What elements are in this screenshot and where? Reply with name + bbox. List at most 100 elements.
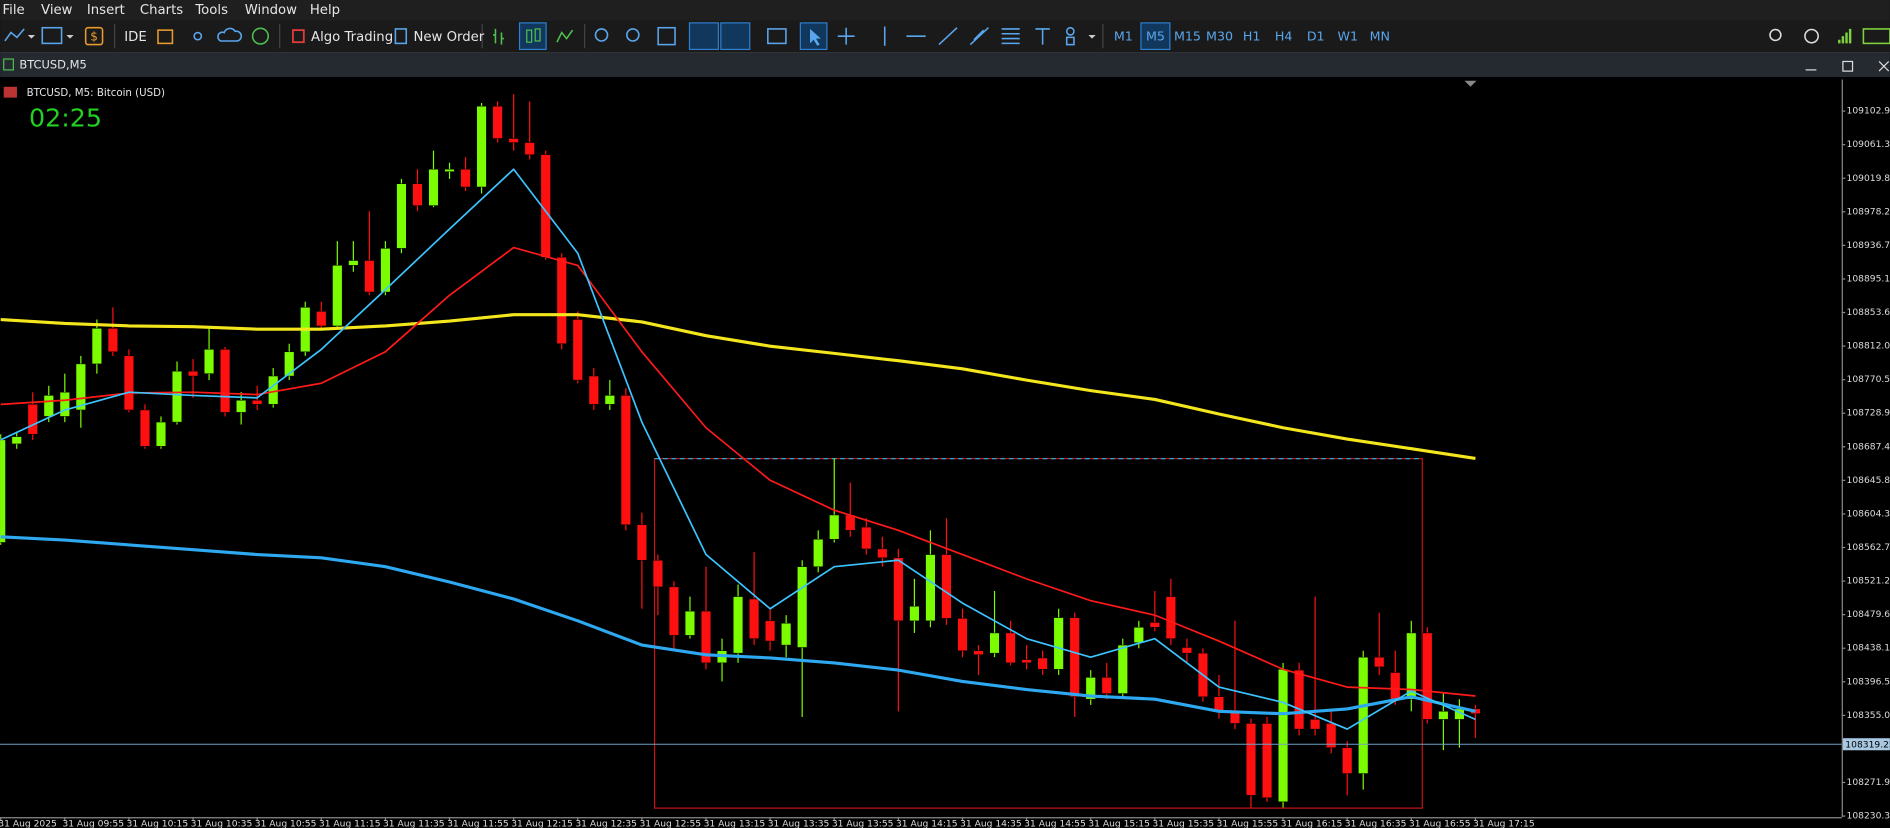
zoom-out[interactable] — [626, 28, 640, 42]
y-tick-label: 109019.80 — [1847, 174, 1890, 184]
fibonacci[interactable] — [1001, 28, 1020, 45]
x-tick-label: 31 Aug 12:35 — [575, 819, 637, 828]
dropdown[interactable] — [66, 34, 74, 39]
candle-body — [27, 404, 38, 435]
channel[interactable] — [969, 27, 989, 46]
dropdown[interactable] — [27, 34, 36, 39]
menu-item[interactable]: View — [41, 3, 73, 18]
autoscroll[interactable] — [688, 22, 720, 51]
market-icon[interactable] — [84, 26, 104, 46]
menu-item[interactable]: Charts — [140, 3, 183, 18]
line-icon[interactable] — [556, 29, 574, 43]
menu-item[interactable]: Window — [245, 3, 297, 18]
window-title-bar — [0, 53, 1890, 78]
candle-body — [123, 355, 134, 411]
y-tick-label: 108230.35 — [1847, 812, 1890, 822]
bag-icon[interactable] — [157, 29, 174, 45]
y-tick-label: 108355.00 — [1847, 711, 1890, 721]
candle-body — [1117, 644, 1128, 694]
shift-marker[interactable] — [1464, 80, 1477, 87]
menu-bar — [0, 0, 1890, 21]
y-tick-label: 108438.10 — [1847, 644, 1890, 654]
candle-body — [107, 328, 118, 353]
cloud-icon[interactable] — [217, 27, 243, 42]
y-tick-label: 108895.15 — [1847, 274, 1890, 284]
candle-body — [588, 375, 599, 405]
current-price-label: 108319.25 — [1845, 740, 1890, 750]
candle-body — [845, 514, 856, 531]
new-order-button[interactable]: New Order — [413, 30, 484, 45]
y-tick-label: 108936.70 — [1847, 241, 1890, 251]
candle-body — [75, 363, 86, 411]
y-tick-label: 108978.25 — [1847, 207, 1890, 217]
line-chart-icon[interactable] — [4, 28, 25, 42]
x-tick-label: 31 Aug 10:15 — [127, 819, 189, 828]
bar-chart-icon[interactable] — [493, 28, 504, 45]
menu-item[interactable]: Insert — [87, 3, 125, 18]
close[interactable] — [1878, 61, 1890, 72]
candle-body — [668, 586, 680, 636]
vps-icon[interactable] — [251, 27, 270, 45]
candle-body — [0, 439, 6, 543]
new-order-icon[interactable] — [394, 28, 408, 45]
tile-icon[interactable] — [657, 26, 676, 46]
candle-body — [1021, 659, 1032, 664]
screenshot-icon[interactable] — [767, 28, 787, 45]
candle-body — [139, 409, 151, 447]
active-chart-type[interactable] — [518, 22, 547, 51]
search[interactable] — [1769, 28, 1782, 42]
account[interactable] — [1804, 28, 1819, 44]
timeframe-button[interactable]: M30 — [1206, 28, 1233, 43]
zoom-in[interactable] — [594, 28, 609, 42]
candle-body — [989, 632, 1000, 654]
candle-body — [428, 168, 439, 206]
chart-icon[interactable] — [41, 26, 63, 45]
candle-body — [91, 328, 102, 365]
candle-body — [316, 311, 327, 327]
y-tick-label: 109061.35 — [1847, 140, 1890, 150]
maximize[interactable] — [1842, 60, 1854, 72]
connection[interactable] — [1838, 28, 1852, 44]
dropdown[interactable] — [1088, 34, 1096, 39]
timeframe-button[interactable]: H4 — [1275, 28, 1293, 43]
timeframe-button[interactable]: MN — [1370, 28, 1390, 43]
crosshair[interactable] — [837, 27, 855, 45]
shapes[interactable] — [1065, 26, 1075, 36]
y-tick-label: 108562.75 — [1847, 543, 1890, 553]
candle-body — [1326, 723, 1337, 748]
cursor-icon — [810, 28, 821, 46]
signal-icon[interactable] — [193, 31, 203, 41]
x-tick-label: 31 Aug 15:15 — [1088, 819, 1150, 828]
candle-body — [476, 105, 487, 188]
timeframe-button[interactable]: M5 — [1146, 28, 1165, 43]
candle-body — [220, 349, 231, 413]
candle-body — [765, 620, 776, 642]
timeframe-button[interactable]: M15 — [1174, 28, 1201, 43]
candle-body — [524, 142, 535, 155]
algo-trading-button[interactable]: Algo Trading — [311, 30, 393, 45]
timeframe-button[interactable]: M1 — [1114, 28, 1133, 43]
algo-trading-icon[interactable] — [292, 29, 305, 44]
text-tool[interactable] — [1035, 28, 1050, 45]
trend-line[interactable] — [938, 27, 958, 46]
candle-body — [412, 183, 423, 206]
candle-body — [1390, 672, 1401, 700]
candle-body — [1053, 617, 1064, 670]
y-tick-label: 108812.05 — [1847, 342, 1890, 352]
candle-body — [1181, 647, 1192, 654]
timeframe-button[interactable]: D1 — [1307, 28, 1325, 43]
menu-item[interactable]: Help — [310, 3, 340, 18]
chart-shift[interactable] — [720, 22, 751, 51]
x-tick-label: 31 Aug 09:55 — [62, 819, 124, 828]
candle-body — [797, 566, 808, 648]
candle-body — [829, 514, 840, 540]
candle-body — [909, 606, 920, 622]
timeframe-button[interactable]: W1 — [1338, 28, 1359, 43]
candles-icon — [534, 28, 541, 42]
x-tick-label: 31 Aug 14:35 — [960, 819, 1022, 828]
x-tick-label: 31 Aug 17:15 — [1473, 819, 1535, 828]
ide-button[interactable]: IDE — [124, 30, 146, 45]
timeframe-button[interactable]: H1 — [1243, 28, 1261, 43]
menu-item[interactable]: File — [3, 3, 25, 18]
menu-item[interactable]: Tools — [194, 3, 228, 18]
